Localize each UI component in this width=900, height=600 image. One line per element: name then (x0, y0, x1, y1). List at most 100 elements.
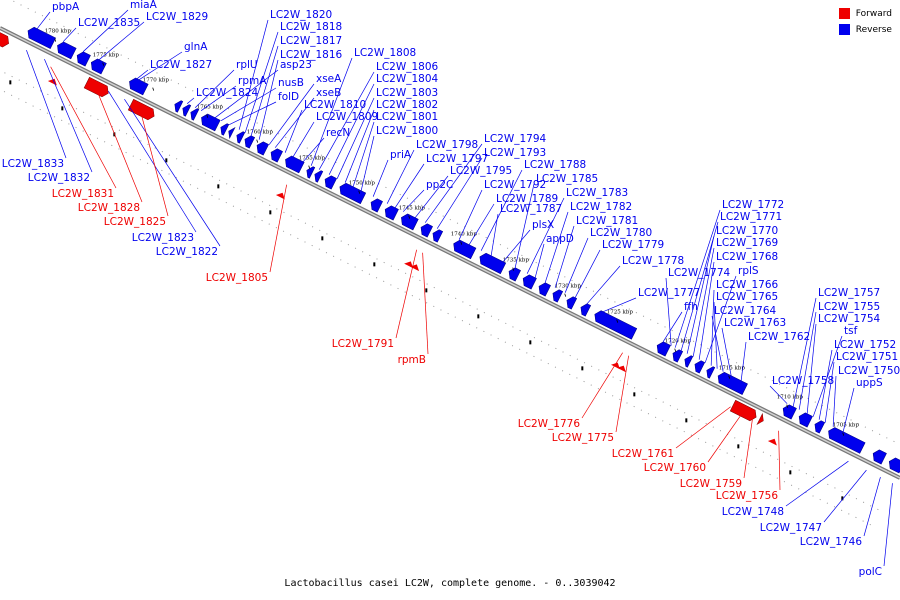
track-mark (477, 314, 480, 319)
gene-label: uppS (856, 377, 883, 389)
kbp-tick-mark (674, 348, 677, 352)
label-leader (140, 111, 169, 217)
gene-label: LC2W_1772 (722, 199, 784, 211)
reverse-gene-arrow (508, 267, 521, 282)
gene-label: LC2W_1761 (612, 448, 674, 460)
gene-label: LC2W_1774 (668, 267, 731, 279)
label-leader (424, 143, 483, 223)
gene-label: miaA (130, 0, 158, 11)
gene-label: LC2W_1777 (638, 287, 700, 299)
label-leader (238, 19, 269, 130)
gene-label: rpmA (238, 75, 267, 87)
gene-label: xseA (316, 73, 342, 85)
reverse-gene-arrow (656, 341, 671, 357)
label-leader (564, 237, 589, 293)
label-leader (769, 385, 788, 404)
gene-label: LC2W_1766 (716, 279, 779, 291)
kbp-tick-mark (308, 165, 311, 169)
gene-label: LC2W_1758 (772, 375, 834, 387)
forward-small-gene (617, 365, 626, 373)
label-leader (574, 249, 601, 298)
gene-label: asp23 (280, 59, 312, 71)
kbp-tick-label: 1765 kbp (197, 104, 224, 110)
gene-label: LC2W_1765 (716, 291, 778, 303)
gene-label: LC2W_1820 (270, 9, 332, 21)
reverse-gene-arrow (256, 141, 269, 156)
gene-label: LC2W_1823 (132, 232, 194, 244)
track-mark (425, 288, 428, 293)
label-leader (674, 209, 721, 348)
label-leader (200, 85, 237, 111)
label-leader (615, 355, 629, 433)
gene-label: LC2W_1782 (570, 201, 632, 213)
kbp-tick-label: 1720 kbp (665, 338, 692, 344)
gene-label: rplU (236, 59, 258, 71)
gene-label: LC2W_1825 (104, 216, 166, 228)
gene-label: LC2W_1752 (834, 339, 896, 351)
label-leader (680, 221, 719, 351)
reverse-gene-arrow (672, 349, 684, 363)
gene-label: LC2W_1810 (304, 99, 366, 111)
reverse-gene-arrow (566, 296, 578, 310)
label-leader (863, 477, 881, 537)
label-leader (336, 97, 375, 179)
label-leader (328, 83, 375, 175)
label-leader (395, 249, 417, 339)
gene-label: LC2W_1760 (644, 462, 706, 474)
label-leader (62, 27, 77, 42)
track-mark (685, 418, 688, 423)
label-leader (372, 159, 389, 197)
forward-gene-arrow (127, 98, 155, 121)
label-leader (883, 483, 893, 567)
track-mark (9, 80, 12, 85)
gene-label: LC2W_1797 (426, 153, 488, 165)
reverse-gene-arrow (580, 303, 592, 317)
label-leader (665, 277, 672, 346)
reverse-gene-arrow (432, 229, 444, 243)
gene-label: LC2W_1768 (716, 251, 778, 263)
label-leader (806, 323, 817, 414)
gene-label: LC2W_1763 (724, 317, 786, 329)
kbp-tick-label: 1715 kbp (719, 365, 746, 371)
leader-layer (26, 9, 893, 567)
reverse-gene-arrow (324, 175, 337, 190)
label-leader (721, 327, 732, 376)
reverse-gene-arrow (182, 104, 192, 117)
gene-label: LC2W_1835 (78, 17, 140, 29)
reverse-gene-arrow (129, 77, 149, 96)
track-mark (581, 366, 584, 371)
reverse-gene-arrow (236, 131, 246, 144)
reverse-gene-arrow (594, 310, 638, 340)
gene-label: LC2W_1757 (818, 287, 880, 299)
gene-label: LC2W_1809 (316, 111, 378, 123)
legend-forward-label: Forward (855, 8, 892, 19)
label-leader (244, 31, 279, 133)
legend-item-reverse: Reverse (838, 24, 892, 35)
gene-label: LC2W_1785 (536, 173, 598, 185)
reverse-gene-arrow (370, 198, 383, 213)
label-leader (823, 469, 867, 523)
label-leader (414, 175, 449, 218)
reverse-gene-arrow (244, 135, 256, 149)
gene-label: LC2W_1756 (716, 490, 779, 502)
gene-label: LC2W_1776 (518, 418, 581, 430)
label-leader (136, 69, 149, 79)
gene-label: LC2W_1833 (2, 158, 64, 170)
gene-label: LC2W_1779 (602, 239, 664, 251)
gene-label: LC2W_1794 (484, 133, 547, 145)
gene-label: LC2W_1828 (78, 202, 140, 214)
label-leader (138, 51, 183, 80)
gene-label: LC2W_1827 (150, 59, 212, 71)
gene-label: LC2W_1793 (484, 147, 546, 159)
gene-label: LC2W_1748 (722, 506, 784, 518)
gene-label: LC2W_1778 (622, 255, 684, 267)
kbp-tick-mark (842, 432, 845, 436)
gene-label: LC2W_1831 (52, 188, 114, 200)
forward-small-gene (275, 192, 285, 200)
gene-label: LC2W_1759 (680, 478, 742, 490)
reverse-gene-arrow (717, 371, 748, 395)
label-leader (352, 121, 375, 187)
kbp-tick-label: 1740 kbp (451, 231, 478, 237)
reverse-gene-arrow (270, 148, 283, 163)
reverse-gene-arrow (453, 239, 477, 260)
